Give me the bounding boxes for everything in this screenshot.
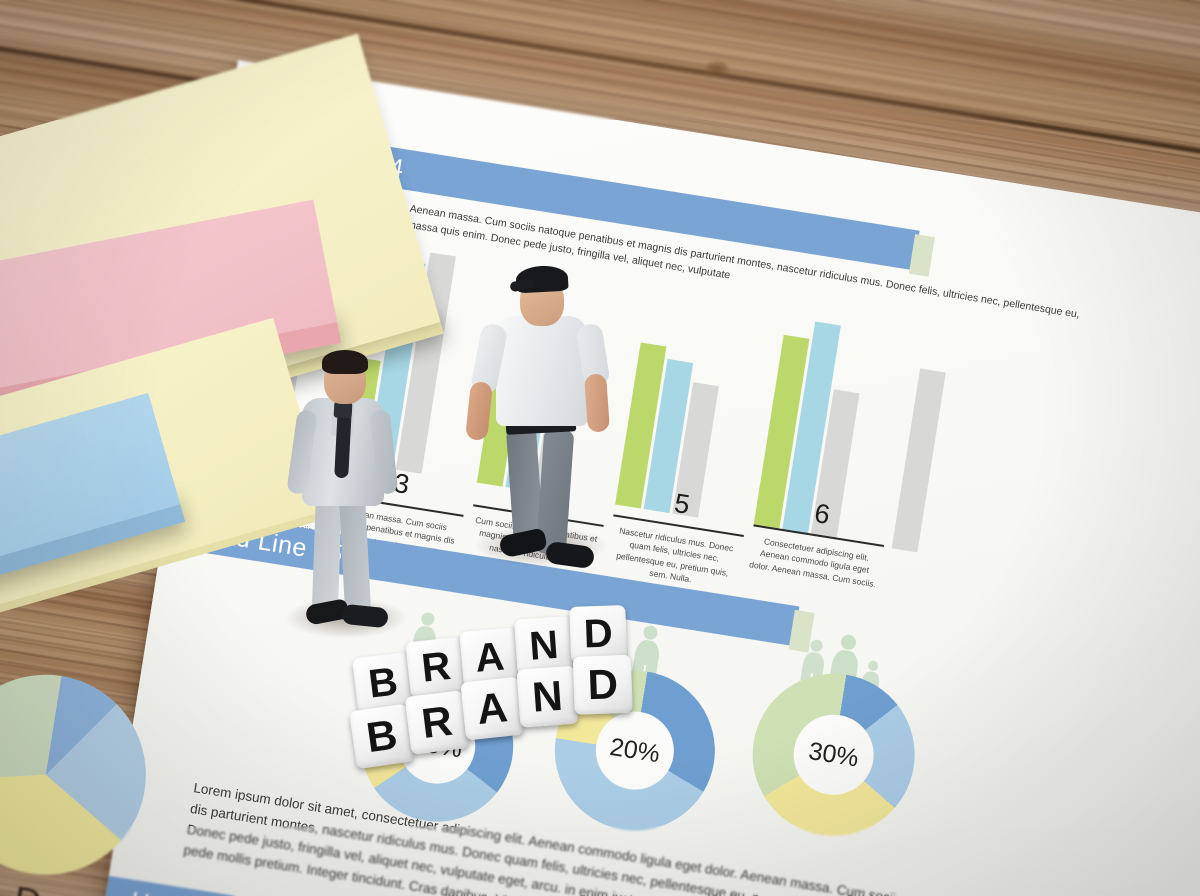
cube-letter: A — [473, 633, 506, 681]
bar-group-6 — [891, 321, 954, 553]
letter-cube-R[interactable]: R — [404, 690, 470, 755]
figurine-hair — [322, 350, 368, 374]
donut-20-label: 20% — [608, 732, 662, 768]
cube-letter: R — [419, 696, 455, 748]
figurine-shirt — [496, 316, 588, 426]
cube-letter: B — [363, 710, 401, 762]
donut-chart-30: 30% — [740, 662, 927, 848]
cube-letter: N — [530, 671, 565, 721]
figurine-businessman-suit — [276, 340, 416, 660]
figurine-tie-knot — [333, 401, 353, 419]
wood-knot — [700, 62, 734, 76]
bar-group-4 — [615, 277, 734, 518]
cube-letter: A — [474, 683, 510, 734]
letter-cube-D[interactable]: D — [572, 654, 633, 715]
cube-letter: N — [527, 622, 560, 669]
cube-letter: R — [419, 643, 453, 691]
figurine-businessman-shirt — [448, 258, 628, 578]
figurine-leg — [311, 489, 343, 611]
cube-letter: D — [586, 660, 619, 709]
donut-30-label: 30% — [806, 736, 861, 772]
letter-cube-B[interactable]: B — [349, 703, 415, 770]
figurine-forearm — [465, 381, 493, 441]
cube-letter: B — [366, 659, 401, 707]
figurine-leg — [338, 491, 372, 615]
letter-cube-N[interactable]: N — [516, 665, 579, 728]
bar-gray-6 — [891, 368, 946, 553]
figurine-forearm — [584, 373, 610, 433]
letter-cube-A[interactable]: A — [460, 676, 525, 741]
cube-letter: D — [582, 610, 614, 656]
